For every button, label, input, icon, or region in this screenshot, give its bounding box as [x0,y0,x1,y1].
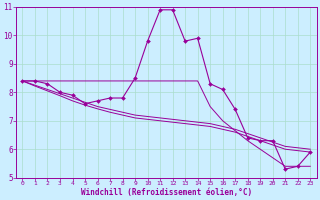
X-axis label: Windchill (Refroidissement éolien,°C): Windchill (Refroidissement éolien,°C) [81,188,252,197]
